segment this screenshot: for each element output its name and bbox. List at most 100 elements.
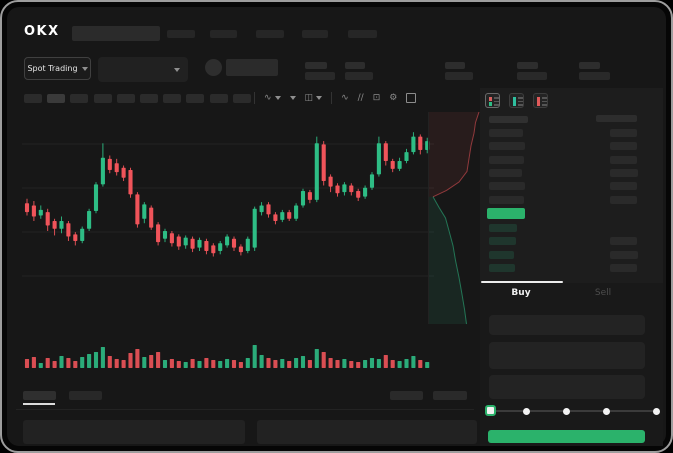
market-type-label: Spot Trading (27, 64, 78, 73)
slider-handle[interactable] (484, 405, 496, 416)
volume-chart (24, 345, 430, 368)
ask-row-price (489, 129, 523, 137)
chart-toolbar-icons: ∿ ◫ ∿ ∕∕ ⊡ ⚙ (254, 90, 417, 106)
trade-side-panel: Buy Sell (480, 88, 663, 446)
bid-row-price (489, 237, 516, 246)
timeframe-button[interactable] (47, 94, 66, 103)
chevron-down-icon (81, 66, 88, 71)
amount-slider[interactable] (490, 410, 657, 412)
timeframe-button[interactable] (24, 94, 42, 103)
orderbook-view-combined-icon[interactable] (485, 93, 500, 108)
nav-item[interactable] (348, 30, 377, 38)
timeframe-button[interactable] (70, 94, 89, 103)
candle-style-icon[interactable]: ◫ (305, 93, 323, 103)
depth-chart (429, 111, 480, 325)
ask-row-amount (610, 182, 637, 191)
ticker-stat-label (445, 62, 465, 69)
bid-row-price (489, 224, 517, 232)
ask-bar (537, 97, 540, 106)
camera-icon[interactable]: ⊡ (372, 93, 381, 103)
bottom-action-button[interactable] (433, 391, 467, 400)
fullscreen-icon[interactable] (406, 93, 417, 103)
total-input[interactable] (489, 375, 645, 399)
timeframe-button[interactable] (163, 94, 182, 103)
bottom-tab[interactable] (23, 391, 56, 400)
bottom-separator (16, 409, 474, 410)
ask-row-amount (610, 168, 638, 177)
ticker-stat-value (579, 72, 610, 80)
timeframe-button[interactable] (232, 94, 251, 103)
ask-row-price (489, 142, 525, 151)
slider-stop-dot[interactable] (602, 407, 610, 415)
bid-row-amount (610, 264, 637, 273)
chevron-down-icon (289, 96, 296, 100)
tab-sell[interactable]: Sell (594, 288, 612, 298)
price-input[interactable] (489, 315, 645, 335)
bottom-action-button[interactable] (390, 391, 423, 400)
depth-divider (428, 112, 429, 324)
ticker-stat-value (345, 72, 373, 80)
bottom-tab[interactable] (69, 391, 102, 400)
ask-row-amount (610, 142, 637, 151)
line-wave-icon[interactable]: ∿ (264, 93, 281, 103)
global-search-input[interactable] (72, 26, 160, 41)
timeframe-button[interactable] (116, 94, 135, 103)
pair-selector-dropdown[interactable] (98, 57, 188, 82)
timeframe-button[interactable] (209, 94, 228, 103)
active-tab-underline (23, 403, 55, 405)
timeframe-button[interactable] (140, 94, 158, 103)
bid-row-amount (610, 237, 637, 246)
ask-row-amount (610, 129, 637, 137)
chevron-down-icon[interactable] (289, 96, 296, 100)
ask-row-price (489, 155, 524, 164)
timeframe-button[interactable] (186, 94, 205, 103)
ask-row-price (489, 168, 522, 177)
drawing-tools-icon[interactable]: ∕∕ (357, 93, 364, 103)
chevron-down-icon (174, 67, 180, 72)
pair-name-placeholder (226, 59, 278, 76)
nav-item[interactable] (256, 30, 284, 38)
orderbook-view-asks-icon[interactable] (533, 93, 548, 108)
ticker-stat-label (517, 62, 538, 69)
ask-row-amount (610, 155, 637, 164)
coin-avatar (205, 59, 222, 76)
bid-row-price (489, 264, 515, 273)
toolbar-divider (331, 92, 333, 104)
ticker-stat-label (579, 62, 600, 69)
bid-row-price (489, 250, 514, 259)
bid-row-amount (610, 250, 638, 259)
nav-item[interactable] (167, 30, 195, 38)
ticker-stat-value (305, 72, 335, 80)
ticker-stat-label (345, 62, 365, 69)
ticker-stat-label (305, 62, 327, 69)
bottom-input-panel[interactable] (257, 420, 477, 444)
orderbook-view-bids-icon[interactable] (509, 93, 524, 108)
nav-item[interactable] (210, 30, 237, 38)
market-type-selector[interactable]: Spot Trading (24, 57, 91, 80)
tab-buy[interactable]: Buy (511, 288, 531, 298)
slider-stop-dot[interactable] (562, 407, 570, 415)
amount-input[interactable] (489, 342, 645, 369)
buy-button[interactable] (488, 430, 645, 443)
ask-dot (489, 97, 492, 101)
candlestick-chart[interactable] (22, 108, 434, 336)
slider-stop-dot[interactable] (652, 407, 660, 415)
slider-stop-dot[interactable] (522, 407, 530, 415)
indicator-wave-icon[interactable]: ∿ (341, 93, 349, 103)
ticker-stat-value (517, 72, 547, 80)
okx-logo: OKX (24, 24, 60, 39)
bid-dot (489, 102, 492, 106)
chevron-down-icon (316, 96, 323, 100)
bid-bar (513, 97, 516, 106)
bottom-input-panel[interactable] (23, 420, 245, 444)
timeframe-button[interactable] (93, 94, 112, 103)
settings-gear-icon[interactable]: ⚙ (389, 93, 398, 103)
chevron-down-icon (274, 96, 281, 100)
ticker-stat-value (445, 72, 473, 80)
nav-item[interactable] (302, 30, 328, 38)
ask-row-price (489, 182, 525, 191)
ask-row-amount (610, 195, 637, 204)
ask-row-price (489, 195, 524, 204)
toolbar-divider (254, 92, 255, 104)
